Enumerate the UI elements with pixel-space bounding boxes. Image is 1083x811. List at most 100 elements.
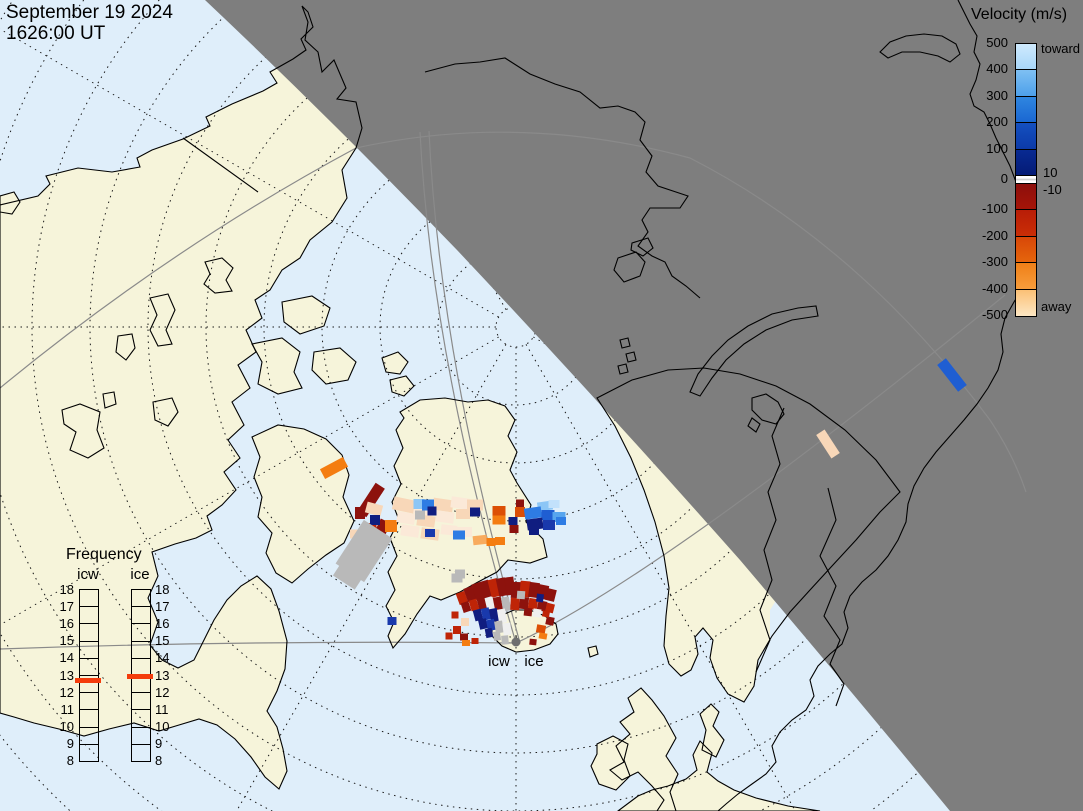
land-arctic-isle-b	[150, 294, 175, 346]
land-faroe	[588, 646, 598, 657]
coastline-franz-josef-2	[625, 351, 637, 363]
coastline-great-britain	[609, 687, 679, 811]
echo-cell	[477, 618, 489, 630]
echo-cell	[492, 631, 502, 641]
radar-site-dot	[511, 637, 521, 647]
echo-cell	[510, 597, 520, 611]
coastline-denmark	[699, 703, 725, 758]
echo-cell	[516, 499, 524, 509]
echo-cell	[484, 627, 494, 639]
echo-cell	[516, 590, 526, 600]
echo-cell	[470, 507, 480, 517]
coastline-baffin-island	[251, 424, 355, 584]
night-region	[205, 0, 1083, 811]
echo-cell	[535, 624, 547, 634]
echo-cell	[548, 500, 560, 508]
land-europe-mainland	[618, 741, 820, 811]
coastline-arctic-isle-g	[281, 295, 331, 335]
echo-cell	[527, 597, 539, 611]
coastline-greenland	[385, 397, 548, 650]
coastline-arctic-isle-e	[102, 391, 117, 409]
radar-site-label: icw	[488, 653, 510, 670]
echo-cell	[432, 497, 454, 513]
land-arctic-isle-e	[103, 392, 116, 408]
echo-cell	[453, 530, 465, 540]
echo-cell	[538, 632, 548, 640]
echo-cell	[400, 524, 420, 538]
echo-cell	[462, 640, 470, 646]
echo-cell	[479, 579, 493, 599]
echo-cell	[471, 582, 485, 600]
echo-cell	[385, 520, 397, 532]
echo-cell	[529, 527, 539, 535]
echo-cell	[460, 601, 472, 613]
echo-cell	[332, 550, 372, 590]
echo-cell	[425, 529, 435, 537]
coastline-arctic-isle-b	[149, 293, 176, 347]
coastline-arctic-isle-f	[152, 397, 179, 427]
echo-cell	[509, 525, 519, 533]
echo-cell	[319, 457, 349, 479]
echo-cell	[413, 499, 425, 509]
echo-cell	[541, 510, 555, 520]
echo-cell	[415, 510, 425, 520]
coastline-arctic-island-long	[879, 33, 961, 63]
coastline-arctic-isle-i	[311, 347, 357, 385]
fov-line	[515, 294, 1006, 644]
coastline-franz-josef-3	[617, 363, 629, 375]
echo-cell	[816, 429, 840, 459]
echo-cell	[528, 581, 540, 599]
coastline-russia-coast	[717, 0, 1035, 811]
echo-cell	[476, 597, 488, 611]
echo-cell	[518, 596, 530, 610]
echo-cell	[523, 607, 533, 617]
echo-cell	[467, 499, 483, 511]
echo-cell	[471, 638, 479, 644]
land-great-britain	[610, 688, 678, 811]
echo-cell	[502, 622, 512, 636]
echo-cell	[492, 515, 506, 525]
echo-cell	[486, 618, 496, 632]
echo-cell	[523, 506, 543, 520]
echo-cell	[364, 501, 384, 517]
echo-cell	[460, 633, 468, 641]
echo-cell	[545, 602, 555, 614]
coastline-europe-mainland	[617, 740, 821, 811]
coastline-greenland-nw-isle-1	[381, 351, 409, 375]
coastline-scandinavia	[596, 367, 901, 703]
echo-cell	[500, 596, 512, 612]
echo-cell	[532, 608, 542, 618]
echo-cell	[545, 616, 555, 626]
coastline-arctic-isle-a	[203, 257, 234, 294]
echo-cell	[427, 506, 437, 516]
coastline-ireland	[590, 735, 631, 791]
echo-cell	[486, 538, 496, 546]
echo-cell	[536, 600, 548, 612]
coastline-edge-isle	[0, 191, 21, 215]
echo-cell	[455, 590, 469, 606]
echo-cell	[556, 517, 566, 525]
coastline-border-yukon	[182, 137, 259, 193]
coastline-arctic-isle-h	[251, 337, 303, 395]
echo-cell	[541, 610, 551, 618]
coastline-arctic-isle-c	[115, 333, 136, 361]
coastline-siberia-coast	[424, 57, 701, 299]
land-baffin-island	[252, 425, 354, 583]
coastline-iceland	[491, 609, 559, 653]
echo-cell	[468, 598, 480, 612]
echo-cell	[494, 620, 504, 634]
coastline-novaya-zemlya	[689, 305, 819, 397]
land-denmark	[700, 704, 724, 757]
echo-cell	[543, 520, 555, 530]
echo-cell	[495, 537, 505, 545]
land-greenland-nw-isle-1	[382, 352, 408, 374]
coastline-greenland-nw-isle-2	[389, 375, 415, 397]
echo-cell	[396, 511, 416, 525]
coastline-border-finland-russia	[819, 487, 845, 707]
land-arctic-isle-g	[282, 296, 330, 334]
coastline-svalbard-2	[613, 251, 646, 283]
echo-cell	[472, 608, 484, 622]
coastline-arctic-isle-d	[61, 403, 105, 459]
